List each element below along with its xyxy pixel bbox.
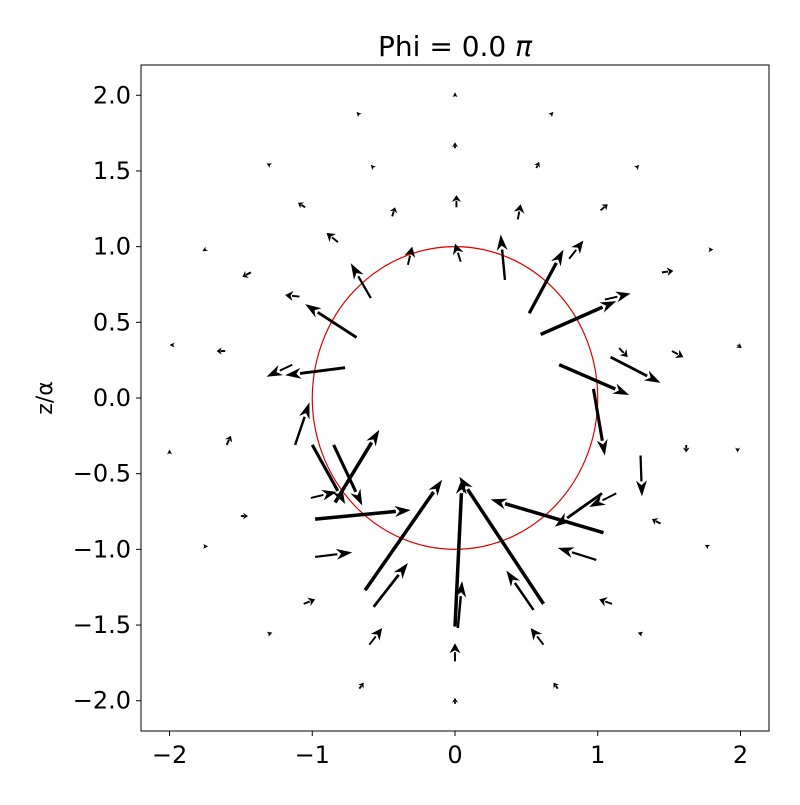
chart-title-symbol: π [515,30,533,63]
x-tick-label: 1 [590,741,605,769]
x-tick-label: 2 [733,741,748,769]
arrow-shaft [662,272,668,273]
y-axis-label: z/α [33,381,58,414]
arrow-shaft [292,296,299,297]
chart-title: Phi = 0.0 π [378,30,533,63]
chart-title-text: Phi = 0.0 [378,30,515,63]
y-tick-label: −2.0 [73,687,131,715]
plot-background [141,65,769,731]
y-tick-label: 1.0 [93,233,131,261]
y-tick-label: −1.0 [73,535,131,563]
arrow-shaft [641,456,642,482]
y-tick-label: 2.0 [93,81,131,109]
x-tick-label: −1 [295,741,330,769]
x-tick-label: −2 [152,741,187,769]
x-tick-label: 0 [447,741,462,769]
y-tick-label: −0.5 [73,460,131,488]
arrow-shaft [536,165,537,167]
y-tick-label: −1.5 [73,611,131,639]
arrow-shaft [738,345,739,346]
y-tick-label: 1.5 [93,157,131,185]
y-tick-label: 0.0 [93,384,131,412]
y-tick-label: 0.5 [93,308,131,336]
